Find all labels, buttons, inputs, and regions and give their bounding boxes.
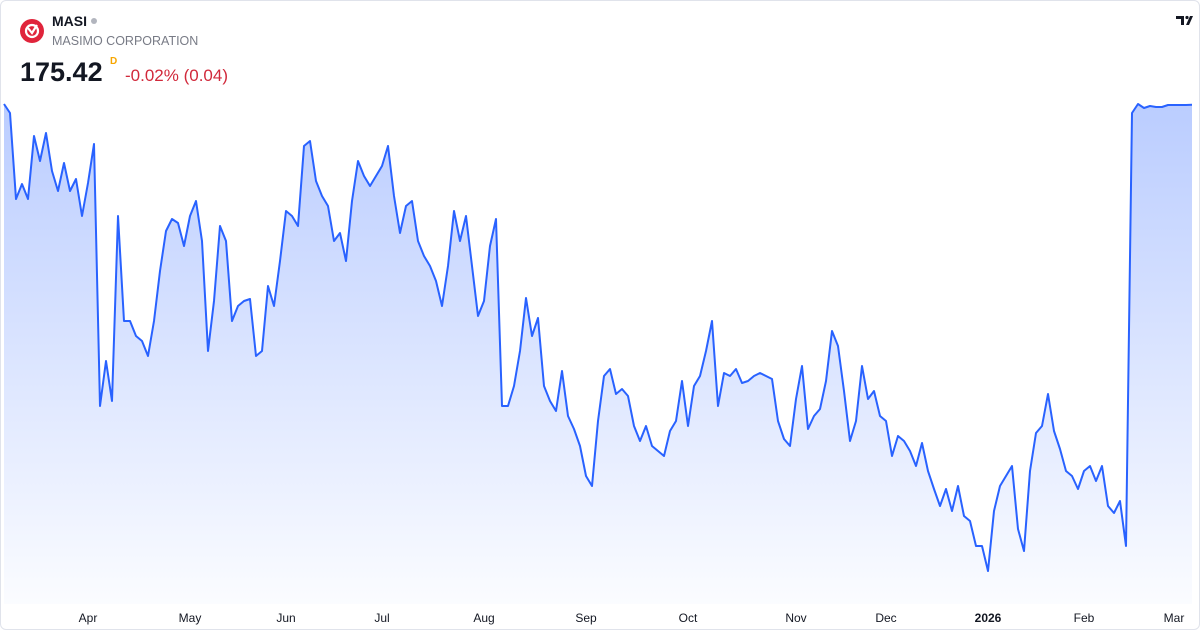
x-tick-label: Feb [1074,611,1095,625]
x-tick-label: Sep [575,611,597,625]
x-tick-label: Aug [473,611,494,625]
x-tick-label: Oct [679,611,698,625]
price: 175.42 [20,57,103,87]
logo [20,19,44,43]
status-dot [91,18,97,24]
x-tick-label: Apr [79,611,98,625]
price-line [3,103,1193,572]
x-tick-label: Jun [276,611,295,625]
x-tick-label: Mar [1164,611,1185,625]
area-fill [4,104,1192,604]
x-tick-label: 2026 [975,611,1002,625]
x-tick-label: Nov [785,611,806,625]
x-tick-label: May [179,611,202,625]
interval: D [110,56,118,67]
tradingview-logo[interactable] [1170,9,1199,35]
x-tick-label: Dec [875,611,896,625]
company-name: MASIMO CORPORATION [52,34,199,48]
change: -0.02% (0.04) [125,66,228,85]
x-tick-label: Jul [374,611,389,625]
symbol[interactable]: MASI [52,13,87,29]
plot-area: Apr May Jun Jul Aug Sep Oct Nov Dec 2026 Feb Mar [3,103,1193,625]
